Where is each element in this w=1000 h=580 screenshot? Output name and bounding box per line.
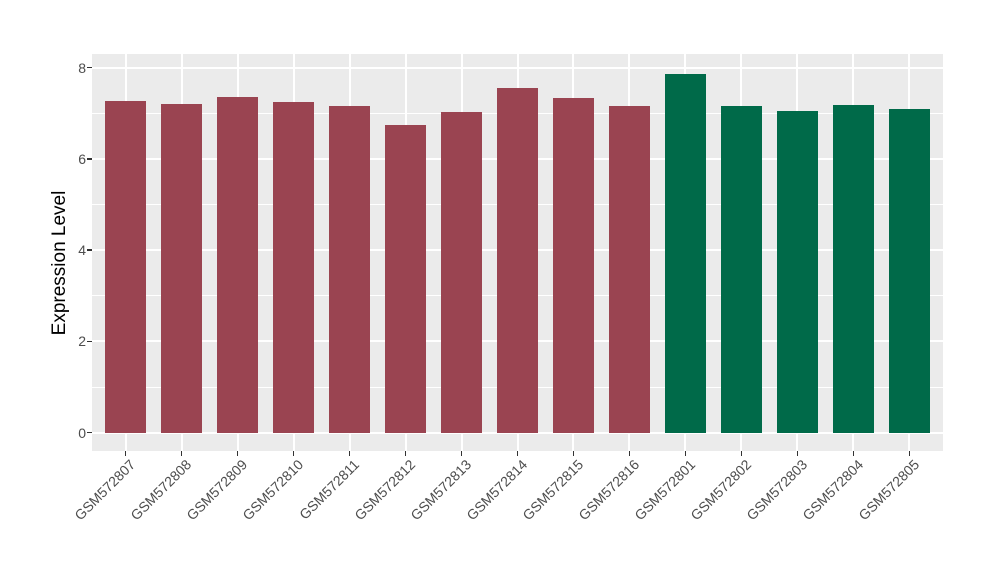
bar-GSM572801 <box>665 73 706 433</box>
bar-GSM572805 <box>888 109 930 433</box>
bar-GSM572812 <box>385 124 426 433</box>
x-tick-mark <box>796 451 799 456</box>
x-tick-mark <box>124 451 127 456</box>
y-tick-mark <box>87 66 92 69</box>
x-tick-mark <box>348 451 351 456</box>
x-tick-mark <box>236 451 239 456</box>
x-tick-mark <box>404 451 407 456</box>
bar-GSM572813 <box>441 111 482 433</box>
bar-GSM572802 <box>721 106 762 433</box>
x-tick-mark <box>292 451 295 456</box>
x-tick-mark <box>572 451 575 456</box>
bar-GSM572814 <box>497 87 538 433</box>
bar-GSM572804 <box>832 104 874 433</box>
bar-GSM572808 <box>161 103 202 433</box>
y-tick-label: 6 <box>78 150 86 167</box>
bar-GSM572810 <box>273 101 314 433</box>
y-tick-label: 8 <box>78 59 86 76</box>
x-tick-mark <box>460 451 463 456</box>
y-tick-label: 2 <box>78 333 86 350</box>
x-tick-mark <box>180 451 183 456</box>
x-tick-mark <box>908 451 911 456</box>
y-axis-title: Expression Level <box>49 190 70 336</box>
y-tick-mark <box>87 249 92 251</box>
y-tick-label: 4 <box>78 242 86 259</box>
bar-GSM572803 <box>776 111 818 433</box>
bar-GSM572816 <box>609 106 650 433</box>
y-tick-mark <box>87 158 92 160</box>
y-tick-mark <box>87 340 92 343</box>
x-tick-mark <box>740 451 743 456</box>
x-tick-mark <box>628 451 631 456</box>
x-tick-mark <box>516 451 519 456</box>
x-tick-mark <box>684 451 687 456</box>
y-tick-label: 0 <box>78 424 86 441</box>
y-tick-mark <box>87 431 92 434</box>
bar-GSM572811 <box>329 106 370 433</box>
bar-GSM572815 <box>553 97 594 433</box>
bar-GSM572807 <box>105 100 147 433</box>
bar-GSM572809 <box>217 97 258 433</box>
x-tick-mark <box>852 451 855 456</box>
